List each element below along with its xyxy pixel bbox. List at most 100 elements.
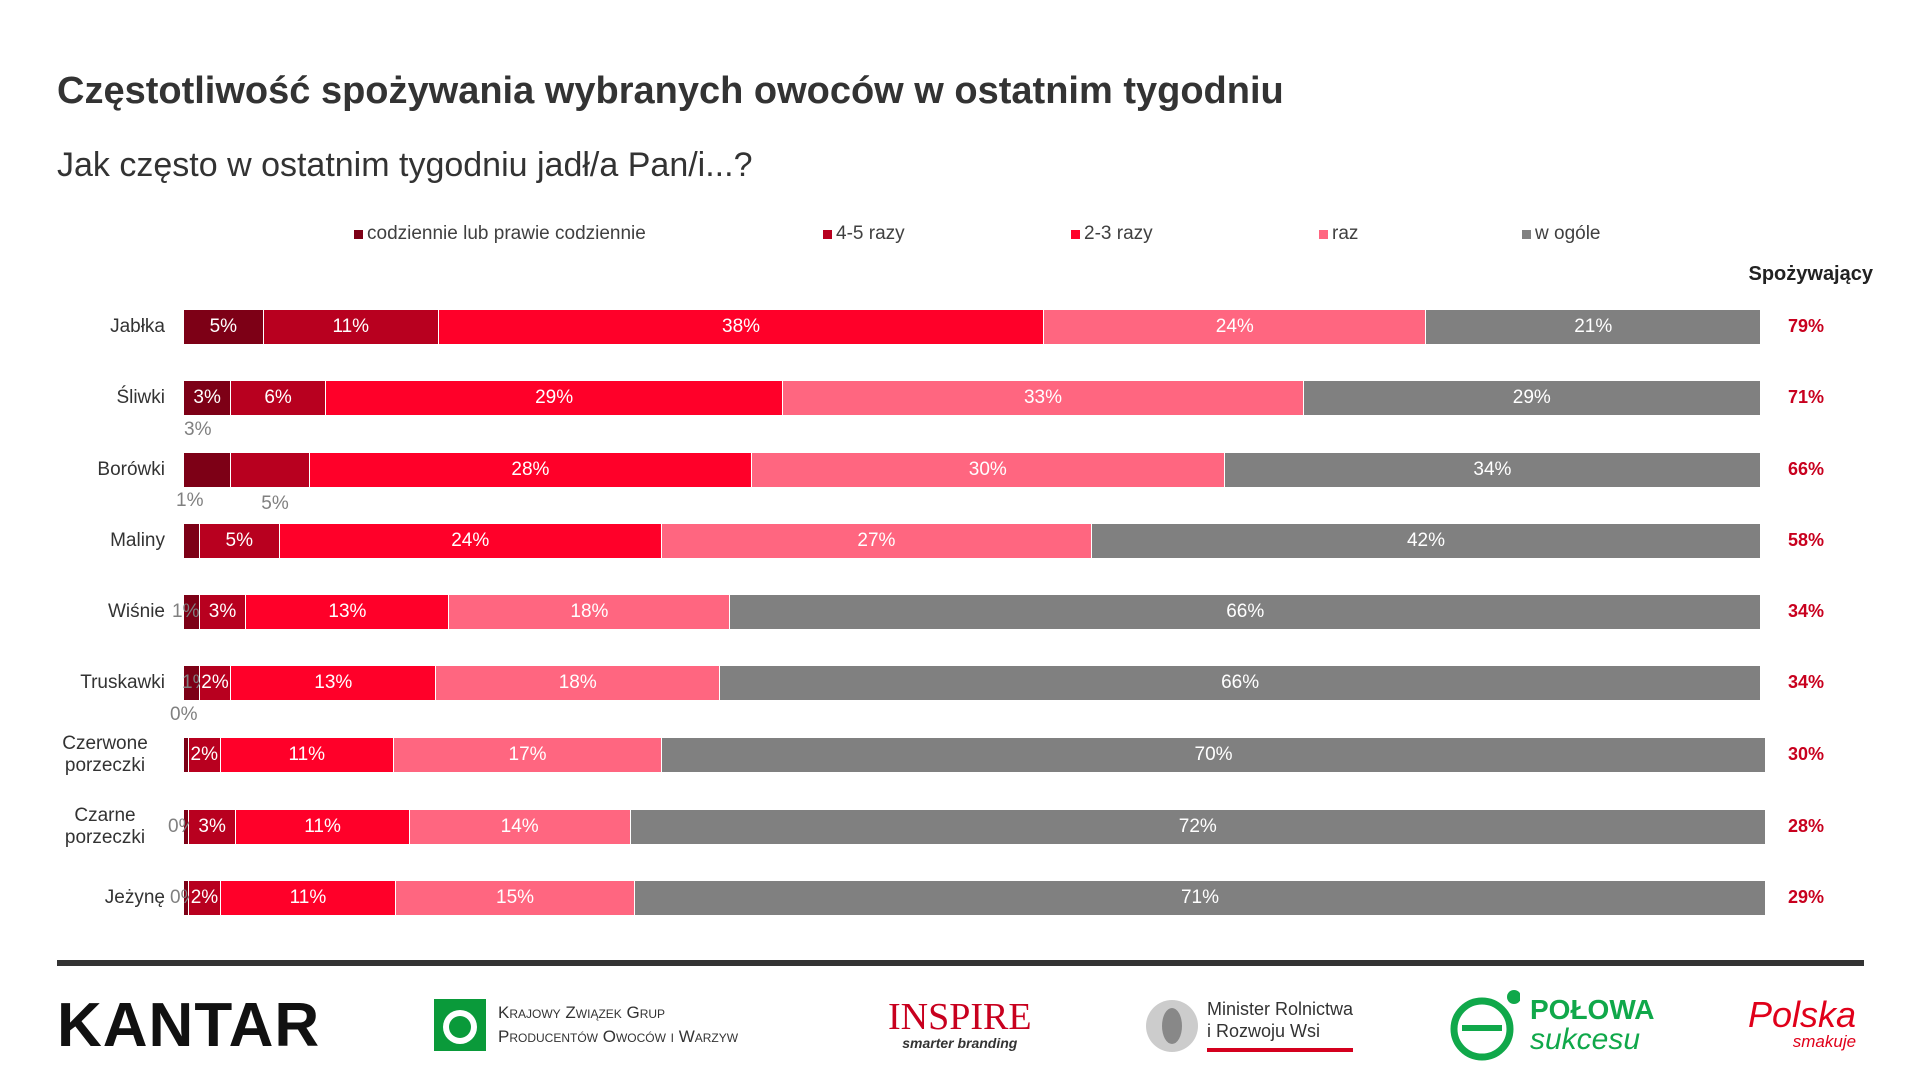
bar-segment: 18% [449,595,731,629]
legend-swatch [1071,229,1080,239]
total-consuming-value: 58% [1788,530,1825,550]
bar-segment: 13% [246,595,450,629]
bar-segment: 2% [189,881,221,915]
bar-segment: 18% [436,666,721,700]
data-label: 11% [289,887,327,908]
data-label: 72% [1178,816,1217,837]
total-consuming-value: 34% [1788,672,1825,692]
bar-segment: 11% [220,881,397,915]
category-label: Borówki [97,459,165,480]
bar-segment: 13% [231,666,437,700]
bar-segment [184,453,232,487]
data-label: 11% [332,316,370,337]
data-label: 3% [193,387,221,408]
bar-segment: 70% [662,738,1766,772]
legend-item: 4-5 razy [823,223,905,245]
total-consuming-value: 79% [1788,316,1825,336]
bar-segment: 21% [1426,310,1761,344]
bar-segment: 3% [184,381,232,415]
smakuje-text: smakuje [1792,1032,1857,1051]
bar-segment: 33% [783,381,1304,415]
bar-segment: 71% [635,881,1766,915]
bar-segment [184,666,200,700]
data-label: 0% [168,816,196,837]
kzgp-line2: Producentów Owoców i Warzyw [498,1027,739,1046]
total-consuming-value: 66% [1788,459,1825,479]
data-label: 15% [496,887,535,908]
kantar-logo: KANTAR [57,990,320,1060]
bar-segment: 24% [279,524,662,558]
data-label: 71% [1180,887,1220,908]
inspire-tagline: smarter branding [902,1035,1018,1051]
category-label: Maliny [110,530,165,551]
data-label: 3% [198,816,226,837]
chart-title: Częstotliwość spożywania wybranych owocó… [57,70,1284,112]
totals-header: Spożywający [1748,263,1873,285]
category-label: Czerwone porzeczki [62,733,148,776]
bar-segment [184,524,200,558]
legend-swatch [354,229,363,239]
total-consuming-value: 30% [1788,744,1825,764]
data-label: 29% [1512,387,1551,408]
data-label: 13% [314,672,353,693]
data-label: 3% [208,601,237,622]
data-label: 18% [558,672,597,693]
bar-segment: 66% [720,666,1761,700]
bar-segment: 2% [199,666,232,700]
data-label: 0% [170,704,198,725]
bar-segment: 38% [438,310,1045,344]
polska-text: Polska [1748,994,1857,1035]
polowa-sukcesu-logo: POŁOWA sukcesu [1448,990,1654,1061]
total-consuming-value: 29% [1788,887,1825,907]
category-label: Wiśnie [107,601,165,622]
bar-segment: 29% [1303,381,1761,415]
bar-segment [184,595,200,629]
data-label: 11% [304,816,341,837]
eagle-emblem-icon [1146,1000,1198,1052]
total-consuming-value: 71% [1788,387,1825,407]
data-label: 13% [328,601,367,622]
data-label: 24% [1215,316,1254,337]
ministry-line2: i Rozwoju Wsi [1207,1021,1321,1041]
data-label: 66% [1221,672,1260,693]
kzgp-emblem-icon [434,999,486,1051]
bar-segment: 17% [394,738,663,772]
total-consuming-value: 28% [1788,816,1825,836]
bar-segment [184,810,189,844]
bar-segment: 5% [184,310,264,344]
data-label: 2% [190,887,219,908]
legend-swatch [823,229,832,239]
data-label: 33% [1023,387,1062,408]
ministry-line1: Minister Rolnictwa [1207,999,1354,1019]
data-label: 24% [451,530,490,551]
bar-segment: 5% [199,524,280,558]
data-label: 28% [511,459,550,480]
bar-segment: 3% [199,595,247,629]
kzgp-line1: Krajowy Związek Grup [498,1003,666,1022]
data-label: 1% [172,601,200,622]
legend-item: raz [1319,223,1358,245]
data-label: 11% [288,744,326,765]
category-label: Śliwki [116,387,165,408]
bar-segment: 14% [409,810,631,844]
bar-segment: 3% [189,810,237,844]
category-label: Truskawki [80,672,165,693]
ministry-logo: Minister Rolnictwa i Rozwoju Wsi [1143,990,1354,1060]
data-label: 5% [225,530,253,551]
data-label: 18% [570,601,609,622]
kantar-logo-text: KANTAR [57,990,321,1060]
data-label: 5% [209,316,238,337]
bar-segment: 42% [1091,524,1761,558]
inspire-text: INSPIRE [888,996,1032,1038]
data-label: 14% [500,816,539,837]
polowa-emblem-icon [1450,990,1520,1061]
bar-segment: 2% [189,738,221,772]
legend-swatch [1319,229,1328,239]
bar-segment: 6% [231,381,326,415]
legend-swatch [1522,229,1531,239]
category-label: Czarne porzeczki [64,805,146,848]
data-label: 70% [1194,744,1233,765]
legend-label: raz [1332,223,1359,244]
legend-label: w ogóle [1535,223,1601,244]
data-label: 3% [184,419,212,440]
